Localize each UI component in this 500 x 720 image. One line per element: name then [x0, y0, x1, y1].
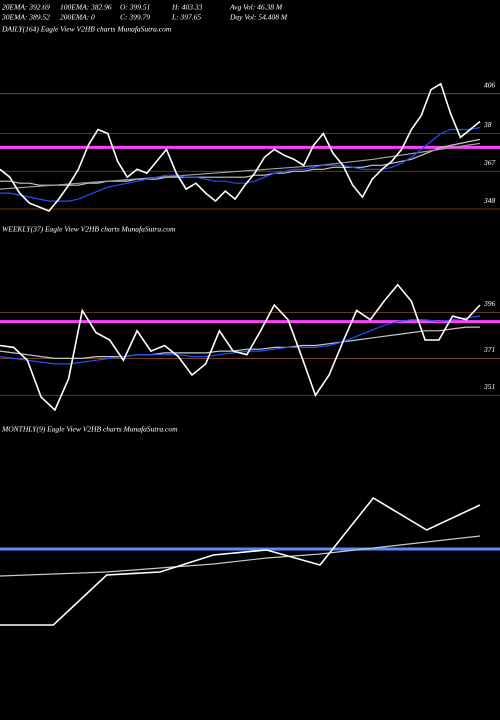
stat-label: Day Vol: 54.408 M: [229, 13, 288, 22]
price-line: [0, 496, 481, 626]
y-tick-label: 351: [483, 382, 495, 391]
y-tick-label: 371: [483, 345, 495, 354]
price-line: [0, 326, 480, 359]
price-line: [0, 283, 481, 412]
stat-label: 30EMA: 389.52: [1, 13, 50, 22]
panel-title: DAILY(164) Eagle View V2HB charts Munafa…: [1, 25, 172, 34]
price-line: [0, 126, 481, 202]
stat-label: 100EMA: 382.96: [60, 3, 112, 12]
y-tick-label: 38: [483, 120, 492, 129]
stat-label: O: 399.51: [120, 3, 150, 12]
stat-label: L: 397.65: [171, 13, 201, 22]
y-tick-label: 396: [483, 299, 496, 308]
y-tick-label: 367: [483, 158, 496, 167]
price-line: [0, 82, 481, 212]
panel-title: MONTHLY(9) Eagle View V2HB charts Munafa…: [1, 425, 178, 434]
y-tick-label: 406: [484, 80, 496, 89]
stat-label: C: 399.79: [120, 13, 150, 22]
stat-label: 20EMA: 392.69: [2, 3, 50, 12]
price-line: [0, 535, 481, 577]
price-line: [0, 142, 481, 190]
stat-label: 200EMA: 0: [60, 13, 95, 22]
panel-title: WEEKLY(37) Eagle View V2HB charts Munafa…: [2, 225, 176, 234]
price-line: [0, 138, 481, 186]
stat-label: H: 403.33: [171, 3, 203, 12]
price-line: [0, 315, 481, 365]
y-tick-label: 348: [483, 196, 496, 205]
stat-label: Avg Vol: 46.38 M: [229, 3, 283, 12]
